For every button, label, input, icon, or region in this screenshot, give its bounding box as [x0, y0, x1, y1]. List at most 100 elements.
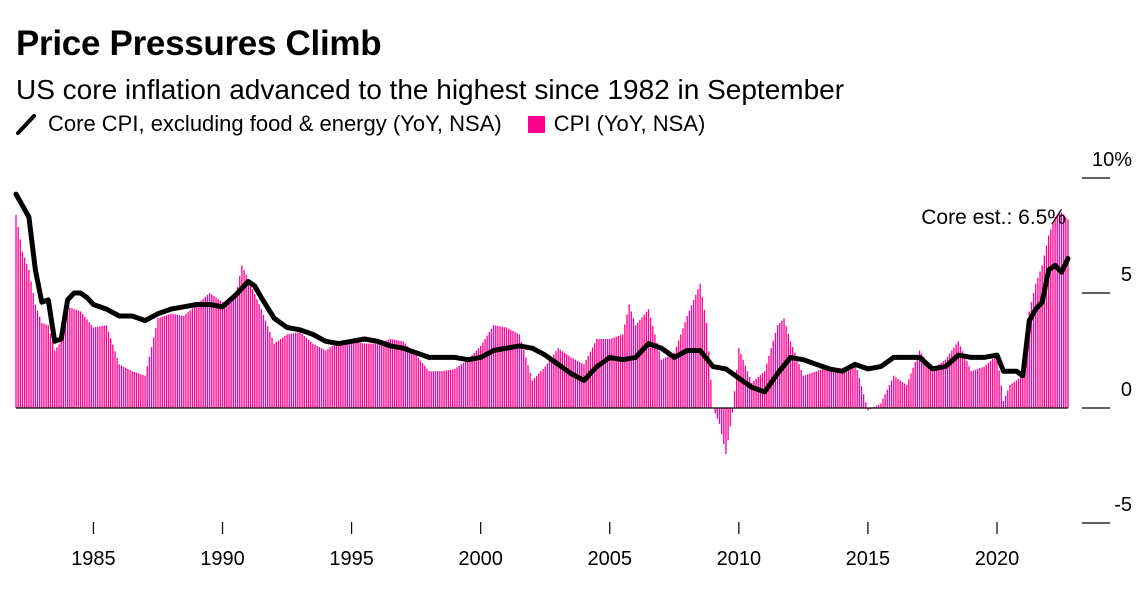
cpi-bar	[996, 355, 998, 408]
cpi-bar	[221, 302, 224, 408]
cpi-bar	[43, 323, 45, 408]
cpi-bar	[467, 359, 469, 408]
cpi-bar	[542, 368, 544, 408]
cpi-bar	[86, 319, 88, 408]
cpi-bar	[447, 370, 450, 408]
y-axis: 10% 5 0 -5	[1092, 149, 1132, 516]
cpi-bar	[748, 376, 751, 408]
cpi-bar	[976, 368, 979, 408]
line-series-icon	[16, 114, 36, 135]
cpi-bar	[518, 334, 521, 408]
cpi-bar	[1026, 332, 1028, 408]
cpi-bar	[854, 362, 856, 408]
cpi-bar	[449, 369, 452, 408]
cpi-bar	[1039, 271, 1041, 408]
cpi-bar	[817, 370, 820, 408]
cpi-bar	[1063, 214, 1065, 408]
cpi-bar	[269, 332, 271, 408]
cpi-bar	[1013, 381, 1015, 408]
x-tick-label: 1990	[200, 548, 245, 570]
cpi-bar	[615, 336, 617, 408]
cpi-bar	[445, 370, 447, 408]
cpi-bar	[723, 408, 725, 445]
cpi-bar	[350, 341, 353, 408]
cpi-bar	[596, 339, 598, 408]
cpi-bar	[921, 353, 923, 408]
cpi-bar	[314, 344, 316, 408]
cpi-bar	[856, 370, 858, 408]
cpi-bar	[583, 364, 585, 408]
cpi-bar	[832, 368, 835, 408]
cpi-bar	[1060, 212, 1063, 408]
cpi-bar	[99, 326, 101, 408]
cpi-bar	[480, 345, 482, 408]
cpi-bar	[19, 239, 21, 408]
cpi-bar	[64, 318, 67, 408]
cpi-bar	[1050, 229, 1052, 408]
cpi-bar	[1037, 277, 1039, 408]
cpi-bar	[639, 319, 641, 408]
cpi-bar	[959, 346, 962, 408]
cpi-bar	[488, 332, 490, 408]
legend-label-core: Core CPI, excluding food & energy (YoY, …	[48, 111, 502, 136]
cpi-bar	[62, 329, 64, 408]
cpi-bar	[1035, 283, 1037, 408]
cpi-bar	[245, 274, 247, 408]
cpi-bar	[686, 316, 688, 408]
cpi-bar	[619, 335, 622, 408]
cpi-bar	[1067, 219, 1069, 408]
cpi-bar	[23, 257, 26, 408]
cpi-bar	[925, 359, 927, 408]
cpi-bar	[858, 378, 860, 408]
cpi-bar	[383, 341, 385, 408]
cpi-bar	[1065, 217, 1067, 408]
cpi-bar	[677, 340, 680, 408]
cpi-bar	[69, 307, 71, 408]
cpi-bar	[103, 325, 105, 408]
cpi-bar	[733, 391, 736, 408]
cpi-bar	[120, 365, 123, 408]
cpi-bar	[21, 251, 24, 408]
cpi-bar	[1054, 217, 1056, 408]
cpi-bar	[251, 289, 254, 408]
cpi-bar	[385, 340, 387, 408]
cpi-bar	[400, 340, 402, 408]
cpi-bar	[499, 326, 501, 408]
cpi-bar	[452, 369, 454, 408]
cpi-bar	[331, 345, 333, 408]
cpi-bar	[987, 362, 990, 408]
cpi-bar	[714, 408, 716, 414]
cpi-bar	[1015, 380, 1018, 408]
cpi-bar	[75, 309, 77, 408]
cpi-bar	[918, 350, 921, 408]
cpi-bar	[1041, 265, 1043, 408]
cpi-bar	[396, 340, 398, 408]
cpi-bar	[301, 334, 303, 408]
cpi-bar	[290, 333, 293, 408]
cpi-bar	[26, 263, 28, 408]
cpi-bar	[826, 367, 828, 408]
cpi-bar	[966, 361, 968, 408]
cpi-bar	[391, 339, 394, 408]
cpi-bar	[243, 270, 245, 408]
legend-item-cpi: CPI (YoY, NSA)	[527, 111, 705, 137]
cpi-bar	[204, 296, 206, 408]
cpi-bar	[1030, 302, 1033, 408]
cpi-bar	[1047, 235, 1050, 408]
cpi-bar	[183, 316, 185, 408]
cpi-bar	[531, 380, 533, 408]
cpi-bar	[888, 385, 891, 408]
cpi-bar	[107, 331, 110, 408]
cpi-bar	[705, 322, 708, 408]
x-tick-label: 1985	[71, 548, 116, 570]
cpi-bar	[1017, 378, 1020, 408]
cpi-bar	[475, 350, 478, 408]
cpi-bar	[1004, 395, 1007, 408]
cpi-bar	[533, 378, 536, 408]
cpi-bar	[41, 322, 43, 408]
cpi-bar	[632, 318, 635, 408]
cpi-bar	[419, 360, 422, 408]
cpi-bar	[574, 359, 577, 408]
cpi-bar	[725, 408, 727, 454]
